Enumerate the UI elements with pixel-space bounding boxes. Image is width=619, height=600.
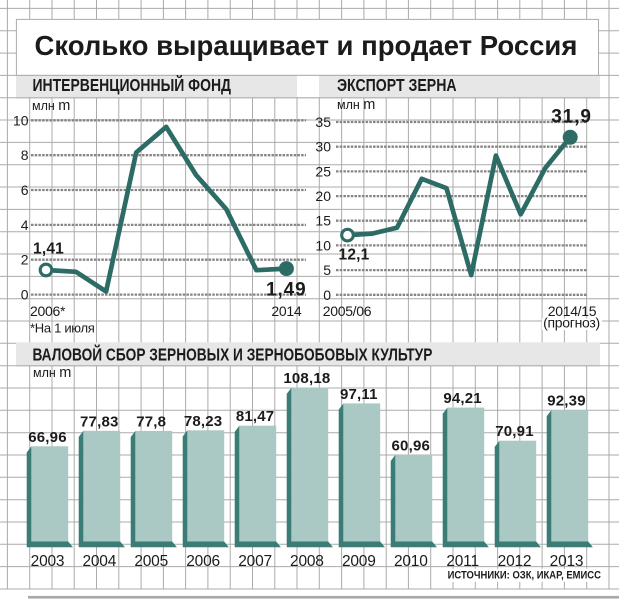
svg-text:4: 4	[21, 217, 29, 233]
svg-text:2014/15: 2014/15	[548, 303, 597, 319]
svg-text:млн m: млн m	[33, 365, 71, 381]
svg-text:Сколько выращивает и продает Р: Сколько выращивает и продает Россия	[35, 30, 578, 61]
svg-text:2005/06: 2005/06	[323, 303, 372, 319]
svg-text:ЭКСПОРТ ЗЕРНА: ЭКСПОРТ ЗЕРНА	[337, 77, 457, 96]
svg-text:81,47: 81,47	[236, 408, 275, 425]
svg-text:2012: 2012	[498, 553, 532, 570]
svg-text:(прогноз): (прогноз)	[543, 315, 600, 331]
svg-text:30: 30	[315, 139, 331, 155]
svg-text:8: 8	[21, 147, 29, 163]
svg-text:66,96: 66,96	[28, 429, 67, 446]
svg-text:5: 5	[323, 262, 331, 278]
svg-text:ИНТЕРВЕНЦИОННЫЙ ФОНД: ИНТЕРВЕНЦИОННЫЙ ФОНД	[32, 75, 231, 96]
svg-text:2011: 2011	[446, 553, 479, 570]
svg-text:2006*: 2006*	[30, 303, 66, 319]
svg-text:92,39: 92,39	[547, 393, 586, 410]
svg-text:10: 10	[13, 112, 29, 128]
svg-text:97,11: 97,11	[340, 386, 378, 403]
svg-text:1,41: 1,41	[33, 241, 64, 258]
svg-text:20: 20	[315, 188, 331, 204]
svg-text:0: 0	[323, 287, 331, 303]
svg-text:77,8: 77,8	[136, 413, 166, 430]
svg-text:2004: 2004	[82, 553, 116, 570]
svg-text:2009: 2009	[342, 553, 376, 570]
svg-text:*На 1 июля: *На 1 июля	[30, 321, 95, 336]
svg-text:2010: 2010	[394, 553, 428, 570]
svg-text:1,49: 1,49	[266, 280, 307, 301]
svg-text:2008: 2008	[290, 553, 324, 570]
svg-text:25: 25	[315, 163, 331, 179]
svg-text:70,91: 70,91	[495, 423, 534, 440]
svg-text:94,21: 94,21	[443, 390, 482, 407]
svg-text:2014: 2014	[271, 303, 301, 319]
svg-text:31,9: 31,9	[551, 107, 592, 128]
svg-text:0: 0	[21, 287, 29, 303]
svg-text:108,18: 108,18	[283, 370, 330, 387]
svg-text:6: 6	[21, 182, 29, 198]
svg-text:2013: 2013	[550, 553, 584, 570]
svg-text:10: 10	[315, 237, 331, 253]
svg-text:млн m: млн m	[337, 97, 375, 113]
svg-text:ИСТОЧНИКИ: ОЗК, ИКАР, ЕМИСС: ИСТОЧНИКИ: ОЗК, ИКАР, ЕМИСС	[448, 570, 602, 582]
svg-text:2005: 2005	[134, 553, 168, 570]
svg-text:2006: 2006	[186, 553, 220, 570]
svg-text:2007: 2007	[238, 553, 272, 570]
svg-text:15: 15	[315, 213, 331, 229]
svg-text:2003: 2003	[31, 553, 65, 570]
svg-text:ВАЛОВОЙ СБОР ЗЕРНОВЫХ И ЗЕРНОБ: ВАЛОВОЙ СБОР ЗЕРНОВЫХ И ЗЕРНОБОБОВЫХ КУЛ…	[32, 344, 432, 365]
svg-text:77,83: 77,83	[80, 413, 119, 430]
svg-text:2: 2	[21, 252, 29, 268]
svg-text:78,23: 78,23	[184, 413, 223, 430]
svg-text:35: 35	[315, 114, 331, 130]
svg-text:млн m: млн m	[32, 98, 70, 114]
svg-text:60,96: 60,96	[392, 437, 431, 454]
svg-text:12,1: 12,1	[339, 247, 370, 264]
